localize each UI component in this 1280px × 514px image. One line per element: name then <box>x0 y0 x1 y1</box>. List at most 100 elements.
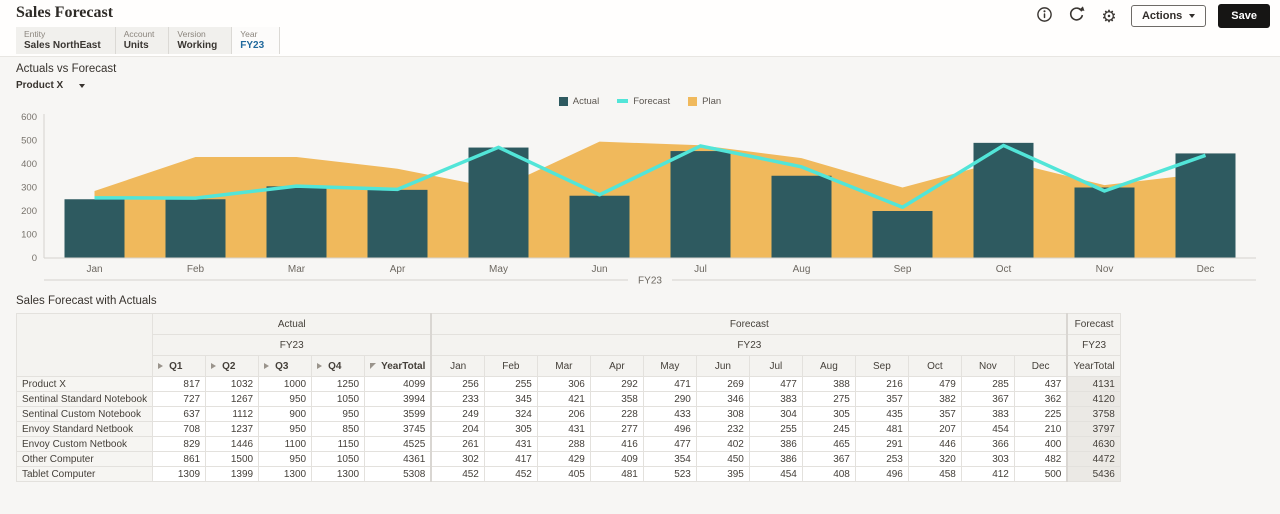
grid-cell[interactable]: 232 <box>695 421 750 437</box>
grid-cell[interactable]: 357 <box>854 391 909 407</box>
grid-cell[interactable]: 409 <box>589 451 644 467</box>
row-label[interactable]: Product X <box>15 376 154 392</box>
grid-cell[interactable]: 4472 <box>1066 451 1121 467</box>
grid-cell[interactable]: 496 <box>854 466 909 482</box>
row-label[interactable]: Envoy Standard Netbook <box>15 421 154 437</box>
grid-cell[interactable]: 452 <box>430 466 485 482</box>
grid-cell[interactable]: 269 <box>695 376 750 392</box>
grid-column-header-yeartotal[interactable]: YearTotal <box>364 355 432 377</box>
grid-column-header-q2[interactable]: Q2 <box>205 355 260 377</box>
grid-cell[interactable]: 454 <box>960 421 1015 437</box>
grid-cell[interactable]: 402 <box>695 436 750 452</box>
grid-cell[interactable]: 253 <box>854 451 909 467</box>
grid-cell[interactable]: 383 <box>748 391 803 407</box>
grid-cell[interactable]: 3758 <box>1066 406 1121 422</box>
grid-cell[interactable]: 4525 <box>364 436 432 452</box>
grid-cell[interactable]: 850 <box>311 421 366 437</box>
grid-cell[interactable]: 386 <box>748 451 803 467</box>
grid-cell[interactable]: 290 <box>642 391 697 407</box>
grid-cell[interactable]: 727 <box>152 391 207 407</box>
combo-chart[interactable]: 0 100 200 300 400 500 600 Jan Feb Mar Apr May Jun Jul… <box>0 113 1262 289</box>
grid-cell[interactable]: 496 <box>642 421 697 437</box>
grid-cell[interactable]: 1032 <box>205 376 260 392</box>
grid-cell[interactable]: 210 <box>1013 421 1068 437</box>
grid-cell[interactable]: 5308 <box>364 466 432 482</box>
grid-cell[interactable]: 366 <box>960 436 1015 452</box>
grid-cell[interactable]: 405 <box>536 466 591 482</box>
grid-cell[interactable]: 446 <box>907 436 962 452</box>
grid-cell[interactable]: 245 <box>801 421 856 437</box>
grid-cell[interactable]: 458 <box>907 466 962 482</box>
grid-cell[interactable]: 228 <box>589 406 644 422</box>
grid-cell[interactable]: 288 <box>536 436 591 452</box>
grid-cell[interactable]: 1100 <box>258 436 313 452</box>
row-label[interactable]: Other Computer <box>15 451 154 467</box>
grid-cell[interactable]: 354 <box>642 451 697 467</box>
pov-item-year[interactable]: Year FY23 <box>232 27 281 54</box>
legend-item-plan[interactable]: Plan <box>688 96 721 107</box>
grid-cell[interactable]: 261 <box>430 436 485 452</box>
grid-cell[interactable]: 950 <box>258 391 313 407</box>
grid-cell[interactable]: 481 <box>854 421 909 437</box>
grid-cell[interactable]: 433 <box>642 406 697 422</box>
grid-cell[interactable]: 950 <box>311 406 366 422</box>
grid-cell[interactable]: 1267 <box>205 391 260 407</box>
grid-cell[interactable]: 416 <box>589 436 644 452</box>
grid-cell[interactable]: 637 <box>152 406 207 422</box>
product-dropdown[interactable]: Product X <box>16 80 86 91</box>
grid-cell[interactable]: 207 <box>907 421 962 437</box>
grid-cell[interactable]: 395 <box>695 466 750 482</box>
grid-cell[interactable]: 482 <box>1013 451 1068 467</box>
info-button[interactable] <box>1035 6 1055 26</box>
grid-cell[interactable]: 383 <box>960 406 1015 422</box>
grid-cell[interactable]: 255 <box>748 421 803 437</box>
grid-cell[interactable]: 950 <box>258 451 313 467</box>
grid-cell[interactable]: 829 <box>152 436 207 452</box>
grid-cell[interactable]: 3797 <box>1066 421 1121 437</box>
grid-cell[interactable]: 216 <box>854 376 909 392</box>
grid-cell[interactable]: 477 <box>748 376 803 392</box>
grid-cell[interactable]: 950 <box>258 421 313 437</box>
grid-cell[interactable]: 304 <box>748 406 803 422</box>
legend-item-forecast[interactable]: Forecast <box>617 96 670 107</box>
grid-cell[interactable]: 382 <box>907 391 962 407</box>
grid-cell[interactable]: 1112 <box>205 406 260 422</box>
settings-button[interactable]: ⚙ <box>1099 6 1119 26</box>
grid-cell[interactable]: 4099 <box>364 376 432 392</box>
grid-cell[interactable]: 4120 <box>1066 391 1121 407</box>
grid-cell[interactable]: 3745 <box>364 421 432 437</box>
grid-cell[interactable]: 471 <box>642 376 697 392</box>
grid-cell[interactable]: 429 <box>536 451 591 467</box>
grid-cell[interactable]: 1237 <box>205 421 260 437</box>
grid-cell[interactable]: 3599 <box>364 406 432 422</box>
grid-cell[interactable]: 437 <box>1013 376 1068 392</box>
grid-cell[interactable]: 1446 <box>205 436 260 452</box>
grid-cell[interactable]: 1250 <box>311 376 366 392</box>
grid-cell[interactable]: 357 <box>907 406 962 422</box>
grid-cell[interactable]: 225 <box>1013 406 1068 422</box>
grid-cell[interactable]: 5436 <box>1066 466 1121 482</box>
grid-cell[interactable]: 465 <box>801 436 856 452</box>
grid-cell[interactable]: 454 <box>748 466 803 482</box>
save-button[interactable]: Save <box>1218 4 1270 28</box>
grid-cell[interactable]: 1309 <box>152 466 207 482</box>
pov-item-entity[interactable]: Entity Sales NorthEast <box>16 27 116 54</box>
grid-cell[interactable]: 1399 <box>205 466 260 482</box>
grid-cell[interactable]: 408 <box>801 466 856 482</box>
legend-item-actual[interactable]: Actual <box>558 96 599 107</box>
grid-cell[interactable]: 431 <box>536 421 591 437</box>
grid-cell[interactable]: 367 <box>801 451 856 467</box>
grid-cell[interactable]: 1500 <box>205 451 260 467</box>
pov-item-version[interactable]: Version Working <box>169 27 233 54</box>
grid-cell[interactable]: 291 <box>854 436 909 452</box>
grid-column-header-q1[interactable]: Q1 <box>152 355 207 377</box>
pov-item-account[interactable]: Account Units <box>116 27 170 54</box>
grid-cell[interactable]: 479 <box>907 376 962 392</box>
grid-cell[interactable]: 477 <box>642 436 697 452</box>
grid-cell[interactable]: 481 <box>589 466 644 482</box>
grid-cell[interactable]: 362 <box>1013 391 1068 407</box>
grid-cell[interactable]: 4131 <box>1066 376 1121 392</box>
grid-cell[interactable]: 233 <box>430 391 485 407</box>
grid-cell[interactable]: 324 <box>483 406 538 422</box>
grid-cell[interactable]: 303 <box>960 451 1015 467</box>
